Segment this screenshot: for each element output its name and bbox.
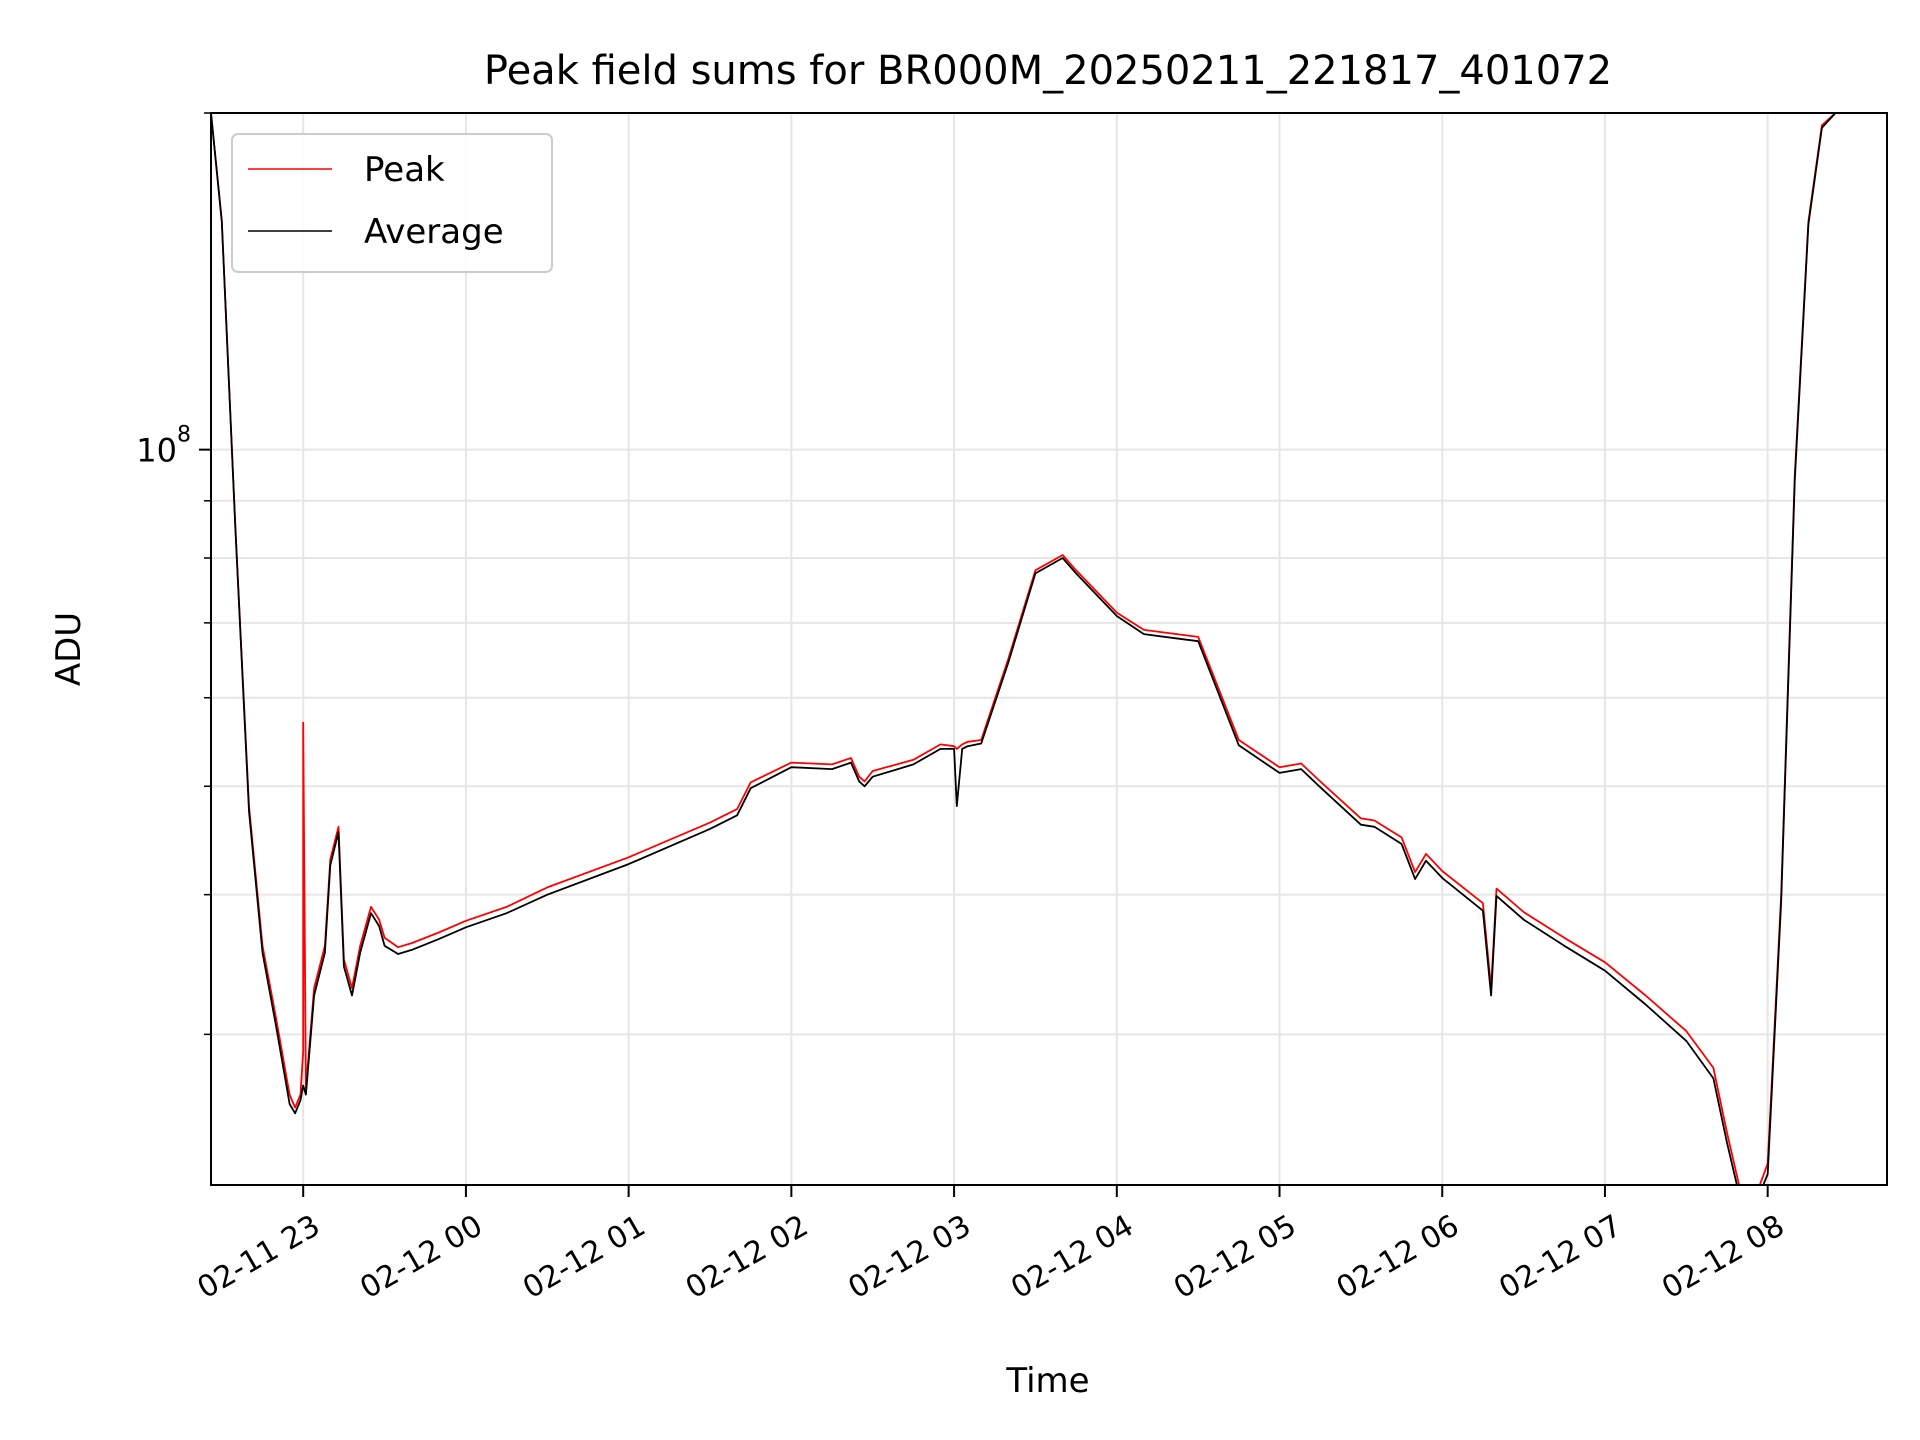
legend: Peak Average: [231, 133, 553, 273]
legend-label-average: Average: [364, 212, 504, 252]
y-tick-label-exponent: 8: [177, 423, 191, 448]
series-group: [211, 113, 1837, 1185]
x-axis-label: Time: [1005, 1361, 1089, 1401]
y-tick-label: 10: [136, 432, 177, 470]
series-line-average: [211, 113, 1837, 1185]
plot-frame: [210, 112, 1888, 1186]
legend-label-peak: Peak: [364, 150, 445, 190]
chart-title: Peak field sums for BR000M_20250211_2218…: [484, 48, 1612, 94]
y-axis-label: ADU: [49, 612, 89, 686]
y-axis: 10 8: [136, 112, 211, 1036]
